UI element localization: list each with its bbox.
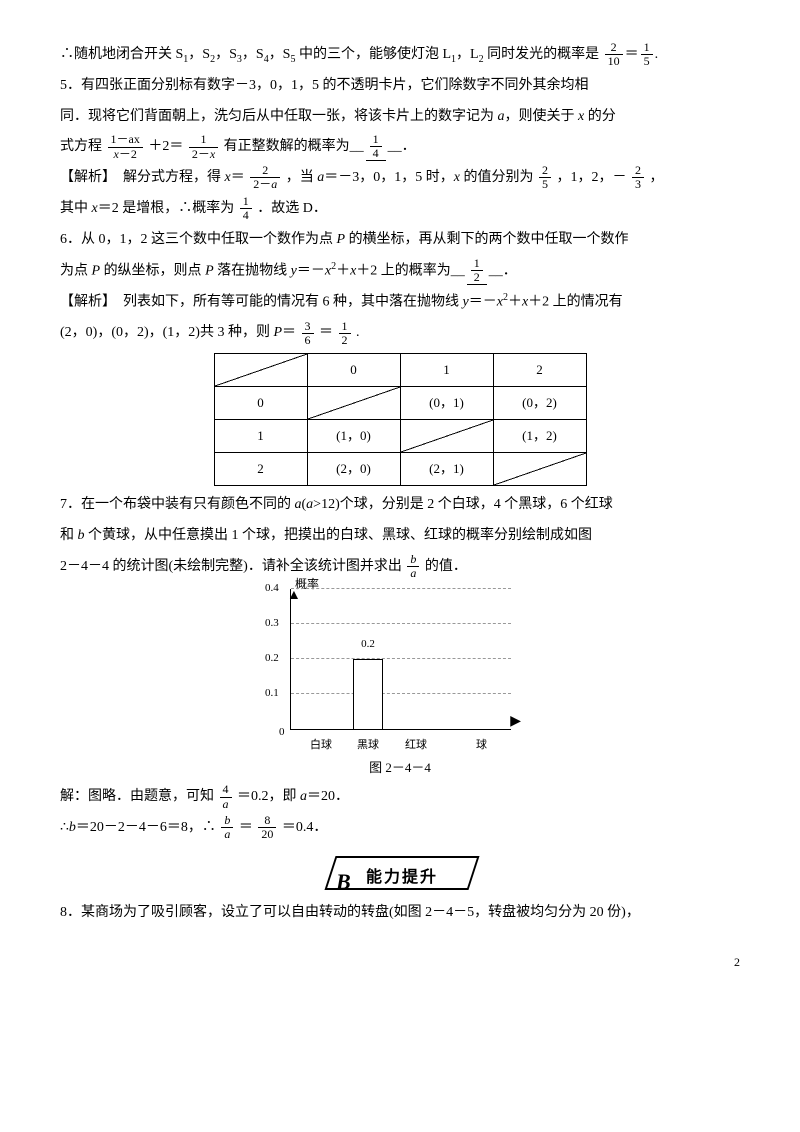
cell: (1，2)	[493, 420, 586, 453]
fraction: 210	[605, 41, 623, 68]
cell	[400, 420, 493, 453]
q7-line2: 和 b 个黄球，从中任意摸出 1 个球，把摸出的白球、黑球、红球的概率分别绘制成…	[60, 521, 740, 552]
banner-text: 能力提升	[366, 860, 438, 895]
q5-line2: 同．现将它们背面朝上，洗匀后从中任取一张，将该卡片上的数字记为 a，则使关于 x…	[60, 102, 740, 133]
q7-sol-1: 解：图略．由题意，可知 4a ＝0.2，即 a＝20．	[60, 782, 740, 813]
cell: (1，0)	[307, 420, 400, 453]
two-way-table: 0 1 2 0 (0，1) (0，2) 1 (1，0) (1，2) 2 (2，0…	[214, 353, 587, 486]
ytick: 0.1	[265, 682, 279, 706]
text: ，S	[242, 47, 264, 62]
answer-frac: 14	[366, 133, 386, 161]
fraction: ba	[221, 814, 233, 841]
xlabel: 红球	[405, 733, 427, 757]
text: 同时发光的概率是	[484, 47, 600, 62]
text: ，S	[188, 47, 210, 62]
fraction: 15	[641, 41, 653, 68]
rh: 1	[214, 420, 307, 453]
cell	[307, 387, 400, 420]
xlabel: 白球	[310, 733, 332, 757]
bar-chart: ▲ 概率 ▶ 0 0.1 0.2 0.3 0.4 0.2 白球 黑球 红球 球 …	[260, 589, 540, 783]
fraction: 4a	[220, 783, 232, 810]
rh: 2	[214, 453, 307, 486]
q6-explain-1: 【解析】 列表如下，所有等可能的情况有 6 种，其中落在抛物线 y＝－x2＋x＋…	[60, 287, 740, 318]
table-corner	[214, 354, 307, 387]
th: 1	[400, 354, 493, 387]
ytick: 0.4	[265, 577, 279, 601]
cell: (0，1)	[400, 387, 493, 420]
origin-label: 0	[279, 720, 285, 744]
text: ，S	[215, 47, 237, 62]
answer-frac: 12	[467, 257, 487, 285]
xlabel: 黑球	[357, 733, 379, 757]
text: 中的三个，能够使灯泡 L	[295, 47, 451, 62]
page-number: 2	[60, 949, 740, 975]
fraction: ba	[407, 553, 419, 580]
q6-line2: 为点 P 的纵坐标，则点 P 落在抛物线 y＝－x2＋x＋2 上的概率为__12…	[60, 256, 740, 287]
figure-caption: 图 2－4－4	[260, 754, 540, 783]
th: 2	[493, 354, 586, 387]
q5-explain-2: 其中 x＝2 是增根，∴概率为 14 ．故选 D．	[60, 194, 740, 225]
q8: 8．某商场为了吸引顾客，设立了可以自由转动的转盘(如图 2－4－5，转盘被均匀分…	[60, 898, 740, 929]
q6-explain-2: (2，0)，(0，2)，(1，2)共 3 种，则 P＝ 36 ＝ 12 .	[60, 318, 740, 349]
fraction: 14	[240, 195, 252, 222]
q7-line1: 7．在一个布袋中装有只有颜色不同的 a(a>12)个球，分别是 2 个白球，4 …	[60, 490, 740, 521]
fraction: 36	[302, 320, 314, 347]
fraction: 23	[632, 164, 644, 191]
cell	[493, 453, 586, 486]
fraction: 25	[539, 164, 551, 191]
ytick: 0.2	[265, 647, 279, 671]
rh: 0	[214, 387, 307, 420]
xlabel: 球	[465, 733, 487, 757]
q5-line3: 式方程 1－axx－2 ＋2＝ 12－x 有正整数解的概率为__14__．	[60, 132, 740, 163]
text: ，L	[456, 47, 479, 62]
text: ∴随机地闭合开关 S	[60, 47, 183, 62]
var-a: a	[498, 109, 505, 124]
q7-sol-2: ∴b＝20－2－4－6＝8，∴ ba ＝ 820 ＝0.4．	[60, 813, 740, 844]
cell: (0，2)	[493, 387, 586, 420]
fraction: 22－a	[250, 164, 280, 191]
y-axis-title: 概率	[295, 571, 319, 597]
section-banner: B 能力提升	[330, 856, 470, 886]
text: .	[655, 47, 659, 62]
cell: (2，0)	[307, 453, 400, 486]
bar-value: 0.2	[353, 632, 383, 656]
arrow-right-icon: ▶	[510, 707, 521, 738]
ytick: 0.3	[265, 612, 279, 636]
q6-line1: 6．从 0，1，2 这三个数中任取一个数作为点 P 的横坐标，再从剩下的两个数中…	[60, 225, 740, 256]
text: ＝	[625, 47, 639, 62]
text: ，S	[269, 47, 291, 62]
bar-black	[353, 659, 383, 729]
th: 0	[307, 354, 400, 387]
cell: (2，1)	[400, 453, 493, 486]
q5-line1: 5．有四张正面分别标有数字－3，0，1，5 的不透明卡片，它们除数字不同外其余均…	[60, 71, 740, 102]
banner-letter: B	[336, 858, 351, 906]
fraction: 1－axx－2	[108, 133, 143, 160]
q5-explain-1: 【解析】 解分式方程，得 x＝ 22－a ，当 a＝－3，0，1，5 时，x 的…	[60, 163, 740, 194]
fraction: 12－x	[189, 133, 218, 160]
fraction: 820	[258, 814, 276, 841]
para-prob-switches: ∴随机地闭合开关 S1，S2，S3，S4，S5 中的三个，能够使灯泡 L1，L2…	[60, 40, 740, 71]
q7-line3: 2－4－4 的统计图(未绘制完整)．请补全该统计图并求出 ba 的值．	[60, 552, 740, 583]
fraction: 12	[339, 320, 351, 347]
